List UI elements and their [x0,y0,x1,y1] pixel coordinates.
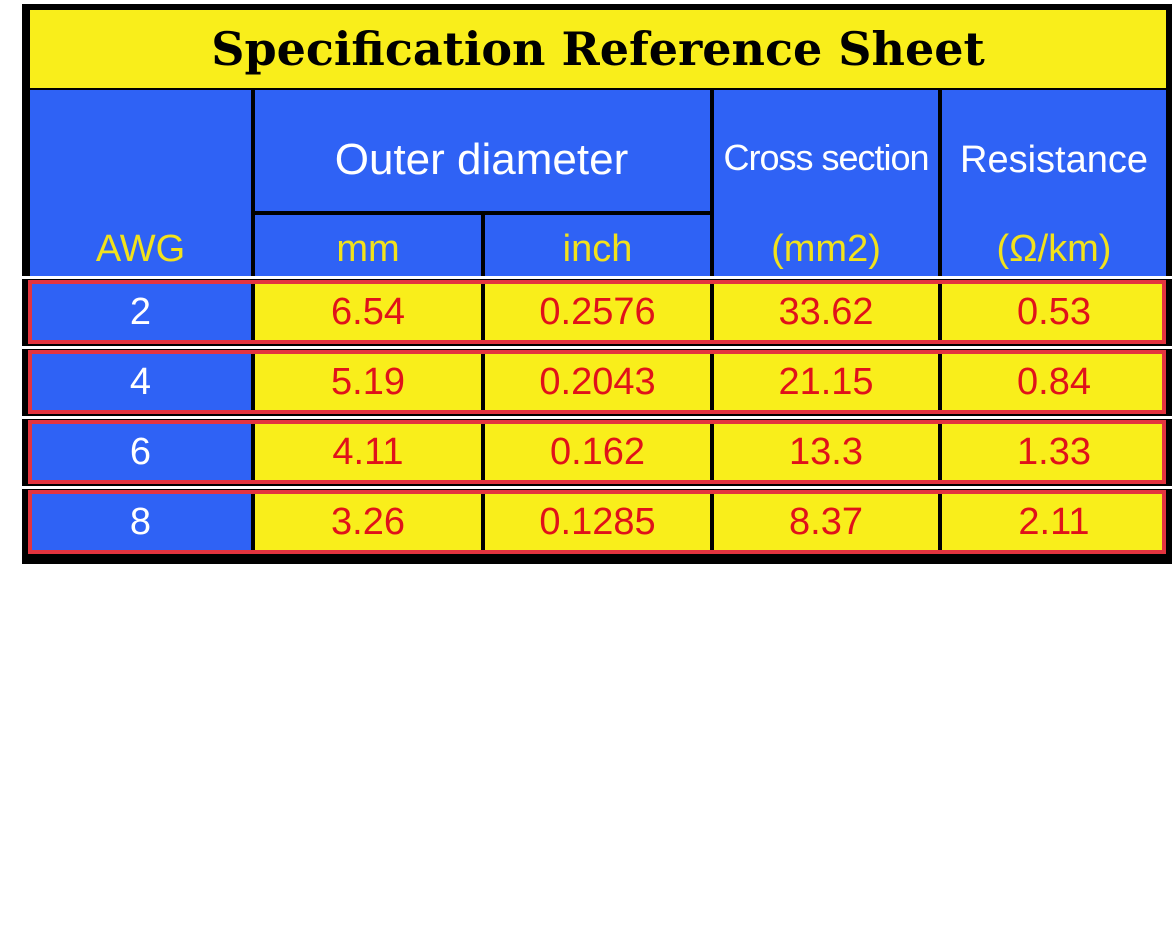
awg-cell: 6 [129,430,152,473]
divider [251,90,255,276]
row-separator [22,346,1172,349]
cell-background [255,423,481,481]
cell-background [30,423,251,481]
cell-background [30,353,251,411]
cell-background [255,283,481,341]
value-cell: 5.19 [331,360,405,403]
cell-background [30,493,251,551]
value-cell: 13.3 [789,430,863,473]
value-cell: 0.2043 [539,360,656,403]
cell-background [255,353,481,411]
row-highlight [28,350,1166,414]
divider [253,211,710,215]
unit-cell: (mm2) [771,227,881,270]
value-cell: 21.15 [778,360,874,403]
divider [938,90,942,276]
row-highlight [28,490,1166,554]
divider [710,90,714,276]
cell-background [942,423,1166,481]
value-cell: 1.33 [1017,430,1091,473]
value-cell: 8.37 [789,500,863,543]
row-highlight [28,420,1166,484]
value-cell: 0.2576 [539,290,656,333]
cell-background [485,353,710,411]
value-cell: 0.1285 [539,500,656,543]
cell-background [255,493,481,551]
value-cell: 0.162 [549,430,646,473]
title: Specification Reference Sheet [211,22,985,76]
unit-cell: (Ω/km) [996,227,1112,270]
cell-background [485,493,710,551]
cell-background [942,353,1166,411]
header-cell: Cross section [723,137,929,178]
value-cell: 0.84 [1017,360,1091,403]
row-separator [22,276,1172,279]
row-separator [22,486,1172,489]
header-cell: Outer diameter [334,135,629,184]
cell-background [942,283,1166,341]
unit-cell: inch [562,227,633,270]
cell-background [714,493,938,551]
value-cell: 3.26 [331,500,405,543]
title-bar [30,10,1166,88]
value-cell: 4.11 [332,430,404,473]
cell-background [485,283,710,341]
awg-cell: 2 [129,290,152,333]
value-cell: 2.11 [1018,500,1090,543]
header-cell: AWG [95,227,186,270]
awg-cell: 8 [129,500,152,543]
cell-background [942,493,1166,551]
value-cell: 6.54 [331,290,405,333]
divider [481,214,485,276]
cell-background [30,283,251,341]
value-cell: 0.53 [1017,290,1091,333]
unit-cell: mm [336,227,400,270]
row-highlight [28,280,1166,344]
cell-background [714,423,938,481]
awg-cell: 4 [129,360,152,403]
cell-background [714,283,938,341]
header-background [30,90,1166,276]
value-cell: 33.62 [778,290,874,333]
cell-background [714,353,938,411]
header-cell: Resistance [960,138,1148,181]
row-separator [22,416,1172,419]
cell-background [485,423,710,481]
